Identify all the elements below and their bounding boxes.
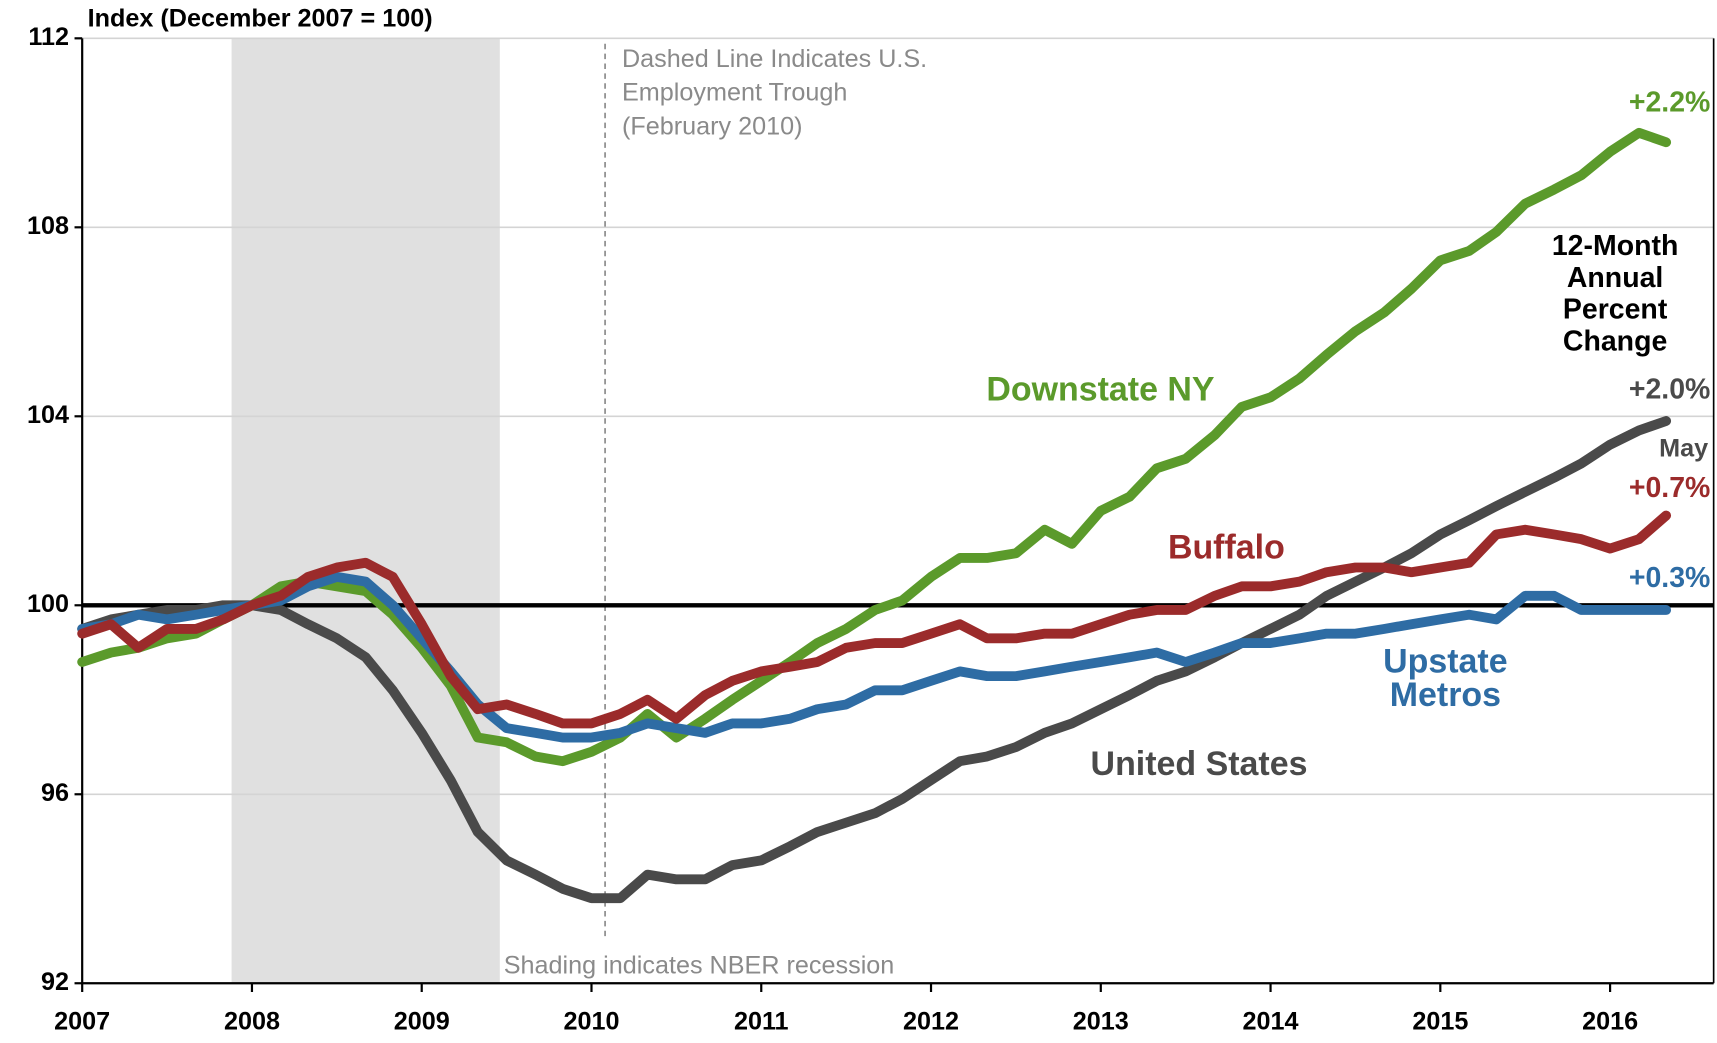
end-month-box: May [1659, 435, 1709, 463]
series-line [77, 416, 1672, 904]
y-tick-label: 100 [27, 590, 69, 618]
x-tick-label: 2013 [1073, 1007, 1129, 1035]
series-label: Buffalo [1167, 529, 1285, 567]
series-label: United States [1090, 746, 1308, 783]
end-month: May [1659, 435, 1709, 463]
y-tick-label: 92 [41, 968, 69, 996]
annotation: +2.2% [1628, 87, 1711, 119]
y-tick-label: 96 [41, 779, 69, 807]
series-line [77, 510, 1672, 729]
annotation-box: +0.3% [1628, 562, 1711, 594]
series-label: Upstate Metros [1383, 643, 1508, 714]
end-heading-box: 12-Month Annual Percent Change [1551, 229, 1679, 358]
x-tick-label: 2009 [394, 1007, 450, 1035]
end-heading: 12-Month Annual Percent Change [1551, 229, 1679, 358]
annotation-box: +2.0% [1628, 374, 1711, 406]
y-axis-title: Index (December 2007 = 100) [88, 4, 433, 32]
y-tick-label: 112 [28, 23, 69, 51]
series-line [77, 571, 1672, 743]
trough-note-box: Dashed Line Indicates U.S. Employment Tr… [621, 43, 928, 141]
series-label-box: Buffalo [1167, 529, 1285, 567]
series-label-box: Downstate NY [986, 372, 1215, 409]
recession-shading [231, 38, 500, 984]
series-label: Downstate NY [986, 372, 1215, 409]
series-label-box: Upstate Metros [1383, 643, 1508, 714]
x-tick-label: 2014 [1243, 1007, 1299, 1035]
annotation: +2.0% [1628, 374, 1711, 406]
x-tick-label: 2007 [54, 1007, 110, 1035]
annotation-box: +0.7% [1628, 473, 1711, 504]
x-tick-label: 2010 [563, 1007, 619, 1035]
annotation: +0.7% [1628, 473, 1711, 504]
annotation-box: +2.2% [1628, 87, 1711, 119]
y-tick-label: 108 [27, 212, 69, 240]
x-tick-label: 2008 [224, 1007, 280, 1035]
annotation: +0.3% [1628, 562, 1711, 594]
series-label-box: United States [1090, 746, 1308, 783]
x-tick-label: 2015 [1412, 1007, 1468, 1035]
y-tick-label: 104 [27, 401, 69, 429]
x-tick-label: 2016 [1582, 1007, 1638, 1035]
trough-note: Dashed Line Indicates U.S. Employment Tr… [621, 43, 928, 141]
x-tick-label: 2012 [903, 1007, 959, 1035]
series-line [77, 127, 1672, 767]
recession-note-box: Shading indicates NBER recession [503, 950, 895, 979]
x-tick-label: 2011 [734, 1007, 789, 1035]
recession-note: Shading indicates NBER recession [503, 950, 895, 979]
